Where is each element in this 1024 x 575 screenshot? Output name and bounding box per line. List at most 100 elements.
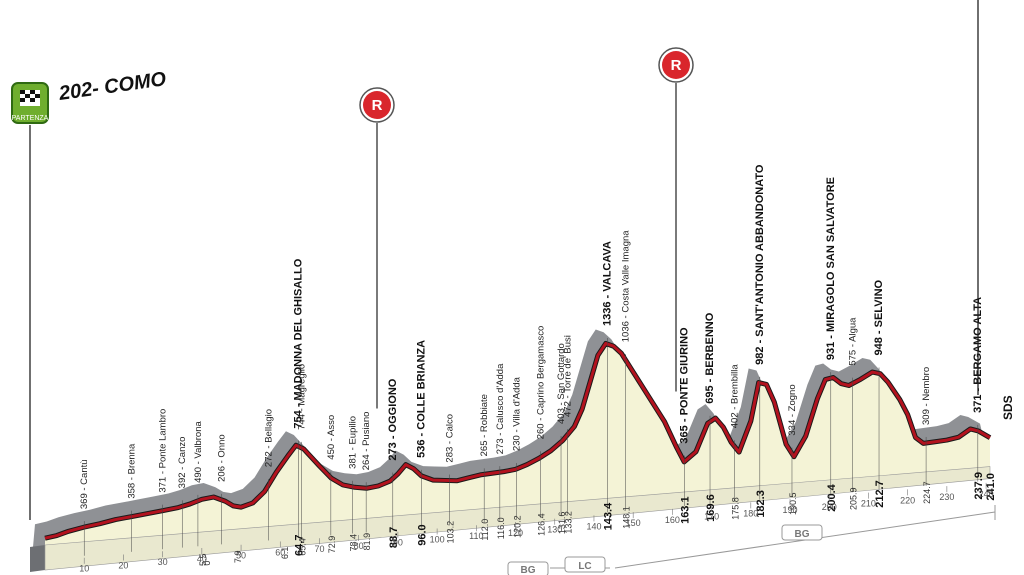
axis-tick-label: 60 — [275, 547, 285, 557]
route-line — [44, 341, 991, 540]
start-title: 202- COMO — [57, 68, 168, 105]
sprint-badge — [662, 51, 690, 79]
axis-tick-label: 160 — [665, 515, 680, 525]
km-label: 0 — [202, 561, 212, 566]
location-label: 392 - Canzo — [177, 437, 188, 489]
region-label-bg-1: BG — [521, 565, 536, 575]
location-label: 450 - Asso — [326, 415, 337, 460]
km-label: 5.5 — [198, 553, 208, 566]
location-label: 982 - SANT'ANTONIO ABBANDONATO — [754, 164, 766, 365]
sprint-badge — [363, 91, 391, 119]
axis-tick-label: 130 — [547, 525, 562, 535]
axis-tick-label: 50 — [236, 551, 246, 561]
location-label: 931 - MIRAGOLO SAN SALVATORE — [825, 177, 837, 360]
location-label: 369 - Cantù — [79, 459, 90, 509]
region-label-bg-2: BG — [795, 529, 810, 540]
axis-tick-label: 110 — [469, 531, 483, 541]
location-label: 695 - BERBENNO — [704, 312, 716, 404]
axis-tick-label: 20 — [118, 560, 128, 570]
location-label: 490 - Valbrona — [193, 421, 204, 483]
km-label: 72.9 — [327, 536, 337, 554]
km-label: 112.0 — [480, 519, 490, 541]
km-label: 143.4 — [602, 502, 614, 530]
km-label: 116.0 — [496, 517, 506, 539]
location-label: 358 - Brenna — [126, 443, 137, 499]
profile-side — [30, 545, 45, 572]
axis-tick-label: 240 — [979, 489, 994, 499]
km-label: 190.5 — [788, 492, 798, 515]
location-label: 948 - SELVINO — [873, 279, 885, 355]
km-label: 175.8 — [730, 497, 740, 520]
km-label: 65.4 — [297, 538, 307, 556]
profile-base — [44, 466, 991, 571]
km-label: 133.2 — [563, 511, 573, 534]
axis-tick-label: 70 — [314, 544, 324, 554]
axis-tick-label: 90 — [393, 538, 403, 548]
location-label: 273 - OGGIONO — [387, 378, 399, 460]
km-label: 182.3 — [755, 490, 767, 518]
location-label: 472 - Torre de' Busi — [562, 335, 573, 417]
region-bracket-bg-1: BG — [507, 561, 549, 575]
km-label: 78.4 — [348, 534, 358, 552]
axis-tick-label: 100 — [430, 534, 445, 544]
axis-tick-label: 190 — [783, 505, 798, 515]
partenza-label: PARTENZA — [12, 115, 49, 122]
sprint-badge-label: R — [372, 97, 383, 114]
axis-tick-label: 200 — [822, 502, 837, 512]
location-label: 403 - San Gottardo — [556, 343, 567, 424]
location-label: 381 - Eupilio — [347, 416, 358, 469]
km-label: 148.1 — [622, 506, 632, 529]
axis-tick-label: 10 — [79, 564, 89, 574]
location-label: 536 - COLLE BRIANZA — [415, 340, 427, 458]
location-label: 365 - PONTE GIURINO — [679, 327, 691, 444]
axis-tick-label: 80 — [354, 541, 364, 551]
km-label: 200.4 — [826, 483, 838, 511]
location-label: 309 - Nembro — [921, 367, 932, 425]
location-label: 264 - Pusiano — [361, 412, 372, 471]
axis-tick-label: 140 — [586, 521, 601, 531]
km-label: 224.7 — [922, 481, 932, 504]
km-label: 205.9 — [848, 487, 858, 510]
km-label: 212.7 — [874, 480, 886, 508]
partenza-badge: PARTENZA — [11, 82, 49, 124]
km-label: 120.2 — [512, 515, 522, 538]
km-label: 126.4 — [537, 513, 547, 536]
location-label: 260 - Caprino Bergamasco — [536, 326, 547, 440]
axis-tick-label: 220 — [900, 495, 915, 505]
km-label: 88.7 — [388, 527, 400, 548]
axis-tick-label: 210 — [861, 499, 876, 509]
region-label-lc: LC — [578, 561, 591, 572]
location-label: 283 - Calco — [445, 414, 456, 463]
km-label: 237.9 — [973, 472, 985, 500]
km-label-finish: 241.0 — [985, 473, 997, 501]
profile-fill — [45, 343, 990, 545]
km-label: 131.6 — [557, 512, 567, 535]
location-label: 402 - Brembilla — [729, 364, 740, 429]
sprint-badge-label: R — [671, 57, 682, 74]
finish-label: SDS — [1001, 395, 1015, 420]
km-label: 81.9 — [362, 533, 372, 551]
km-label: 96.0 — [416, 524, 428, 545]
km-label: 7.9 — [233, 551, 243, 564]
location-label: 371 - Ponte Lambro — [158, 409, 169, 493]
axis-tick-label: 40 — [197, 554, 207, 564]
location-label: 206 - Onno — [216, 434, 227, 482]
location-label: 230 - Villa d'Adda — [511, 376, 522, 451]
axis-tick-label: 150 — [626, 518, 641, 528]
location-label: 1336 - VALCAVA — [601, 241, 613, 326]
location-label: 265 - Robbiate — [479, 394, 490, 456]
location-label: 744 - Magreglio — [296, 364, 307, 430]
location-label: 272 - Bellagio — [264, 409, 275, 467]
region-bracket-bg-2: BG — [614, 505, 996, 569]
axis-tick-label: 170 — [704, 512, 719, 522]
location-label: 334 - Zogno — [787, 384, 798, 435]
km-label: 6.1 — [280, 547, 290, 560]
location-label: 273 - Calusco d'Adda — [495, 363, 506, 454]
km-label: 103.2 — [446, 521, 456, 544]
region-bracket-lc: LC — [550, 556, 610, 573]
km-label: 169.6 — [705, 494, 717, 522]
location-label: 754 - MADONNA DEL GHISALLO — [293, 258, 305, 428]
axis-tick-label: 230 — [939, 492, 954, 502]
